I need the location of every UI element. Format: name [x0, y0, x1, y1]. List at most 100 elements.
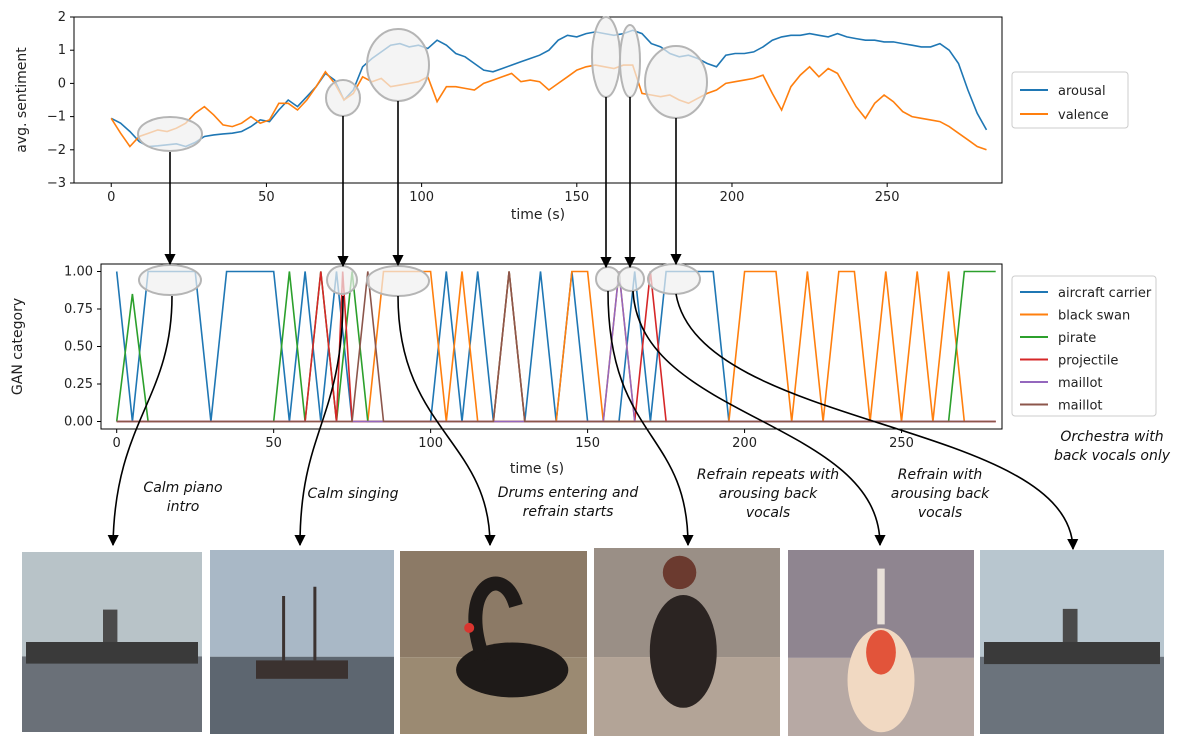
- highlight-ellipse: [644, 45, 708, 119]
- sentiment-legend-label: valence: [1058, 108, 1109, 123]
- sentiment-y-tick-label: −2: [47, 143, 66, 158]
- rocket-plume: [847, 628, 915, 733]
- highlight-ellipses: [137, 16, 708, 297]
- sentiment-x-tick-label: 100: [409, 190, 434, 205]
- gan-legend-label: aircraft carrier: [1058, 286, 1152, 301]
- highlight-ellipse: [326, 265, 358, 295]
- ship-hull: [26, 642, 198, 664]
- gan-plot-frame: [100, 263, 1003, 430]
- connector-curve: [397, 295, 496, 547]
- gan-category-chart: 0 50 100 150 200 250 0.00 0.25 0.50 0.75 1.00 time…: [10, 263, 1157, 477]
- ship-tower: [103, 609, 118, 642]
- ship-tower: [1062, 608, 1078, 642]
- maillot-image: [594, 548, 780, 736]
- highlight-ellipse: [366, 28, 430, 102]
- connector-curve: [294, 295, 344, 547]
- sentiment-x-tick-label: 250: [875, 190, 900, 205]
- gan-x-axis-label: time (s): [510, 461, 564, 477]
- image-sea: [980, 656, 1164, 734]
- gan-series-black-swan-1: [116, 270, 996, 423]
- image-sky: [210, 550, 394, 657]
- annotation-4: Refrain repeats with arousing back vocals: [697, 467, 839, 521]
- aircraft-carrier-image-2: [980, 550, 1164, 734]
- highlight-ellipse: [366, 265, 430, 297]
- generated-images: [22, 548, 1164, 736]
- annotation-line: intro: [167, 499, 200, 515]
- highlight-ellipse: [619, 24, 641, 98]
- ship-hull: [984, 642, 1160, 665]
- annotation-2: Calm singing: [308, 486, 399, 502]
- sentiment-x-axis-label: time (s): [511, 207, 565, 223]
- sentiment-legend-label: arousal: [1058, 84, 1106, 99]
- sentiment-y-tick-label: −1: [47, 110, 66, 125]
- gan-x-tick-label: 150: [575, 436, 600, 451]
- gan-legend-label: maillot: [1058, 376, 1103, 391]
- gan-series-pirate-2: [115, 270, 996, 423]
- head: [662, 555, 697, 590]
- swimsuit: [649, 595, 717, 708]
- annotation-line: Orchestra with: [1060, 429, 1163, 445]
- highlight-ellipse: [591, 16, 621, 98]
- swan-beak: [464, 622, 475, 633]
- sentiment-y-tick-label: 0: [58, 76, 66, 91]
- sentiment-y-axis-label: avg. sentiment: [14, 47, 30, 153]
- sentiment-legend: arousal valence: [1011, 71, 1129, 129]
- annotation-line: refrain starts: [523, 504, 614, 520]
- image-sky: [400, 551, 587, 658]
- annotation-line: arousing back: [719, 486, 818, 502]
- gan-y-tick-label: 0.50: [64, 340, 93, 355]
- annotation-line: Refrain with: [898, 467, 983, 483]
- ship-hull: [256, 660, 348, 679]
- annotation-3: Drums entering and refrain starts: [498, 485, 639, 520]
- annotation-1: Calm piano intro: [143, 480, 222, 515]
- gan-y-tick-label: 0.25: [64, 377, 93, 392]
- sentiment-plot-frame: [73, 16, 1003, 184]
- annotations: Calm piano intro Calm singing Drums enterin…: [143, 429, 1170, 521]
- sentiment-x-tick-label: 50: [258, 190, 275, 205]
- connector-curve: [632, 290, 886, 547]
- projectile-image: [788, 550, 974, 736]
- gan-x-tick-label: 250: [889, 436, 914, 451]
- gan-series-projectile-3: [116, 271, 996, 423]
- highlight-ellipse: [138, 264, 202, 296]
- annotation-line: vocals: [746, 505, 790, 521]
- gan-legend: aircraft carrier black swan pirate projecti…: [1011, 275, 1157, 417]
- highlight-ellipse: [137, 116, 203, 152]
- connector-curve: [107, 295, 173, 547]
- sentiment-y-tick-label: 1: [58, 43, 66, 58]
- annotation-5: Refrain with arousing back vocals: [891, 467, 990, 521]
- gan-y-tick-label: 1.00: [64, 265, 93, 280]
- sentiment-series-valence: [110, 64, 987, 151]
- highlight-ellipse: [647, 263, 701, 295]
- annotation-line: Refrain repeats with: [697, 467, 839, 483]
- black-swan-image: [400, 551, 587, 734]
- connector-arrows: [107, 97, 1079, 551]
- gan-series-maillot-4: [116, 271, 996, 423]
- sentiment-x-tick-label: 150: [564, 190, 589, 205]
- annotation-line: Calm singing: [308, 486, 399, 502]
- gan-x-tick-label: 0: [113, 436, 121, 451]
- sentiment-x-tick-label: 0: [107, 190, 115, 205]
- aircraft-carrier-image: [22, 552, 202, 732]
- gan-y-tick-label: 0.00: [64, 415, 93, 430]
- connector-curve: [607, 290, 694, 547]
- gan-y-axis-label: GAN category: [10, 298, 26, 395]
- swan-body: [456, 642, 569, 698]
- sentiment-y-tick-label: −3: [47, 176, 66, 191]
- image-sea: [22, 656, 202, 732]
- sentiment-series-arousal: [110, 29, 988, 148]
- annotation-line: arousing back: [891, 486, 990, 502]
- highlight-ellipse: [325, 79, 361, 117]
- rocket-flame: [866, 629, 896, 675]
- rocket: [877, 568, 885, 625]
- gan-x-tick-label: 100: [418, 436, 443, 451]
- highlight-ellipse: [595, 266, 621, 292]
- gan-legend-label: projectile: [1058, 354, 1118, 369]
- gan-y-tick-label: 0.75: [64, 302, 93, 317]
- gan-x-tick-label: 50: [265, 436, 282, 451]
- sentiment-chart: 0 50 100 150 200 250 −3 −2 −1 0 1 2 time (s) avg. s…: [14, 10, 1129, 223]
- sentiment-x-tick-label: 200: [720, 190, 745, 205]
- gan-series-maillot-5: [116, 271, 996, 423]
- annotation-line: vocals: [918, 505, 962, 521]
